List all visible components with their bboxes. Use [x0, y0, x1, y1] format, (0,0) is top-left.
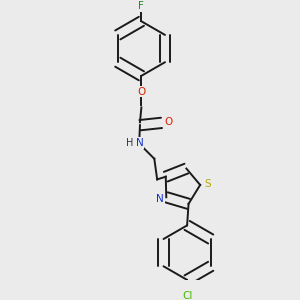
Text: Cl: Cl: [182, 291, 192, 300]
Text: F: F: [139, 1, 144, 11]
Text: N: N: [136, 138, 143, 148]
Text: H: H: [126, 138, 133, 148]
Text: O: O: [164, 117, 172, 127]
Text: S: S: [204, 178, 211, 188]
Text: N: N: [156, 194, 164, 204]
Text: O: O: [137, 87, 146, 97]
